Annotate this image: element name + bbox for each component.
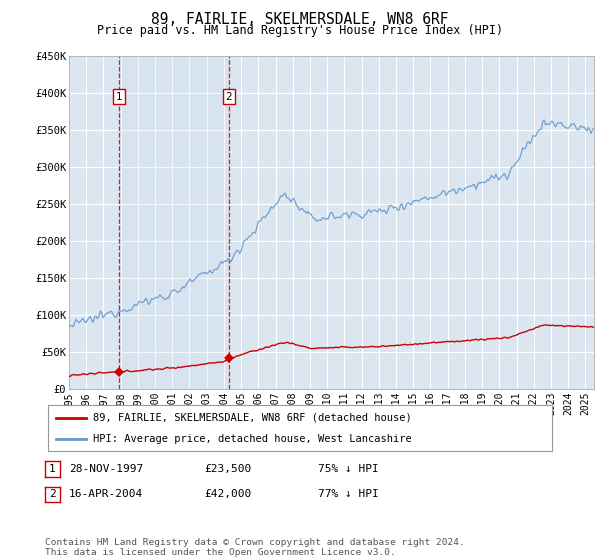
Bar bbox=[119, 56, 229, 389]
Text: 2: 2 bbox=[49, 489, 56, 500]
Text: 77% ↓ HPI: 77% ↓ HPI bbox=[318, 489, 379, 500]
Text: 1: 1 bbox=[116, 92, 122, 102]
Text: 89, FAIRLIE, SKELMERSDALE, WN8 6RF: 89, FAIRLIE, SKELMERSDALE, WN8 6RF bbox=[151, 12, 449, 27]
Text: 89, FAIRLIE, SKELMERSDALE, WN8 6RF (detached house): 89, FAIRLIE, SKELMERSDALE, WN8 6RF (deta… bbox=[94, 413, 412, 423]
Text: Price paid vs. HM Land Registry's House Price Index (HPI): Price paid vs. HM Land Registry's House … bbox=[97, 24, 503, 36]
Text: 2: 2 bbox=[226, 92, 232, 102]
Text: HPI: Average price, detached house, West Lancashire: HPI: Average price, detached house, West… bbox=[94, 435, 412, 444]
Text: £42,000: £42,000 bbox=[204, 489, 251, 500]
Text: 1: 1 bbox=[49, 464, 56, 474]
Text: Contains HM Land Registry data © Crown copyright and database right 2024.
This d: Contains HM Land Registry data © Crown c… bbox=[45, 538, 465, 557]
Text: £23,500: £23,500 bbox=[204, 464, 251, 474]
Text: 16-APR-2004: 16-APR-2004 bbox=[69, 489, 143, 500]
Text: 75% ↓ HPI: 75% ↓ HPI bbox=[318, 464, 379, 474]
Text: 28-NOV-1997: 28-NOV-1997 bbox=[69, 464, 143, 474]
